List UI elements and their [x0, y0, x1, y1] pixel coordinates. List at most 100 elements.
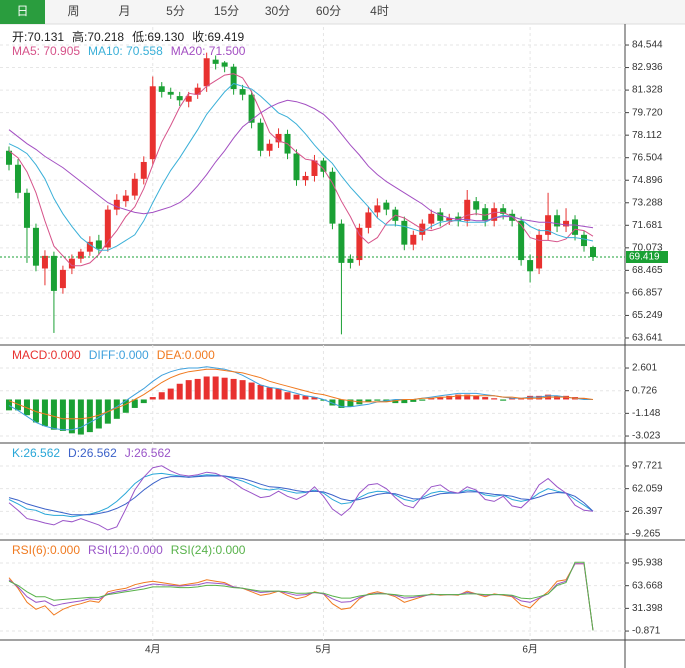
macd-bar	[365, 399, 372, 402]
candle-body	[239, 89, 246, 95]
candle-body	[6, 150, 12, 165]
candle-body	[446, 218, 453, 221]
macd-bar	[113, 399, 120, 419]
y-tick-label: 66.857	[632, 288, 663, 299]
y-tick-label: -1.148	[632, 408, 661, 419]
macd-bar	[329, 399, 336, 406]
candle-body	[122, 195, 129, 202]
macd-bar	[59, 399, 66, 431]
tab-label[interactable]: 周	[67, 4, 79, 18]
candle-body	[410, 234, 417, 245]
macd-bar	[428, 398, 435, 400]
tab-label[interactable]: 4时	[370, 4, 389, 18]
y-tick-label: 82.936	[632, 62, 663, 73]
legend-item: DIFF:0.000	[89, 348, 149, 362]
candle-body	[302, 175, 309, 181]
y-tick-label: 74.896	[632, 175, 663, 186]
candle-body	[374, 205, 381, 213]
last-price-box	[626, 250, 668, 263]
macd-bar	[266, 387, 273, 400]
macd-bar	[23, 399, 30, 416]
candle-body	[383, 202, 390, 210]
macd-bar	[410, 399, 417, 402]
tab-label[interactable]: 日	[16, 4, 28, 18]
tab-label[interactable]: 30分	[265, 4, 290, 18]
legend-item: RSI(24):0.000	[171, 543, 246, 557]
candle-body	[230, 66, 237, 90]
macd-bar	[86, 399, 93, 433]
macd-bar	[554, 395, 561, 400]
y-tick-label: 70.073	[632, 242, 663, 253]
candle-body	[572, 219, 579, 235]
candle-body	[32, 227, 39, 266]
y-tick-label: 97.721	[632, 461, 663, 472]
legend-item: 低:69.130	[132, 30, 184, 44]
legend-item: RSI(6):0.000	[12, 543, 80, 557]
series-line	[8, 475, 594, 516]
candle-body	[329, 171, 336, 224]
macd-bar	[50, 399, 57, 430]
y-tick-label: 76.504	[632, 152, 663, 163]
last-price-label: 69.419	[629, 252, 660, 263]
tab[interactable]	[0, 0, 45, 24]
series-line	[8, 73, 594, 267]
legend-item: 开:70.131	[12, 30, 64, 44]
y-tick-label: 62.059	[632, 483, 663, 494]
macd-bar	[14, 399, 21, 411]
candle-body	[275, 133, 282, 143]
candle-body	[95, 240, 102, 249]
legend-item: RSI(12):0.000	[88, 543, 163, 557]
y-tick-label: -9.265	[632, 529, 661, 540]
y-tick-label: 31.398	[632, 603, 663, 614]
macd-bar	[131, 399, 138, 408]
tab-bar	[0, 0, 685, 24]
y-tick-label: 78.112	[632, 130, 662, 141]
candle-body	[158, 86, 165, 92]
macd-bar	[32, 399, 39, 423]
y-tick-label: 68.465	[632, 265, 663, 276]
macd-bar	[500, 399, 507, 401]
tab-label[interactable]: 15分	[214, 4, 239, 18]
tab-label[interactable]: 60分	[316, 4, 341, 18]
macd-bar	[257, 384, 264, 400]
candle-body	[14, 164, 21, 193]
macd-bar	[527, 395, 534, 400]
tab-label[interactable]: 5分	[166, 4, 185, 18]
tab-label[interactable]: 月	[118, 4, 130, 18]
macd-bar	[176, 383, 183, 400]
macd-bar	[140, 399, 147, 404]
candle-body	[266, 143, 273, 151]
y-tick-label: 79.720	[632, 107, 663, 118]
candle-body	[149, 86, 156, 160]
macd-bar	[122, 399, 129, 413]
candle-body	[86, 241, 93, 252]
candle-body	[293, 153, 300, 181]
macd-bar	[194, 378, 201, 400]
candle-body	[401, 220, 408, 245]
macd-bar	[230, 378, 237, 400]
candle-body	[581, 234, 588, 247]
y-tick-label: 63.668	[632, 580, 663, 591]
candle-body	[365, 212, 372, 228]
macd-bar	[374, 399, 381, 401]
macd-bar	[212, 376, 219, 400]
macd-bar	[482, 397, 489, 400]
macd-bar	[293, 394, 300, 400]
candle-body	[500, 208, 507, 214]
macd-bar	[158, 392, 165, 400]
candle-body	[563, 220, 570, 227]
legend-item: D:26.562	[68, 446, 117, 460]
candle-body	[140, 161, 147, 179]
candle-body	[194, 87, 201, 95]
candle-body	[428, 213, 435, 224]
macd-bar	[491, 398, 498, 400]
candle-body	[527, 260, 534, 272]
legend-item: MA10: 70.558	[88, 44, 163, 58]
x-tick-label: 6月	[522, 644, 538, 656]
candle-body	[248, 94, 255, 123]
candle-body	[212, 59, 219, 64]
candle-body	[554, 215, 561, 227]
candle-body	[167, 91, 174, 95]
macd-bar	[392, 399, 399, 404]
legend-item: 高:70.218	[72, 29, 124, 44]
